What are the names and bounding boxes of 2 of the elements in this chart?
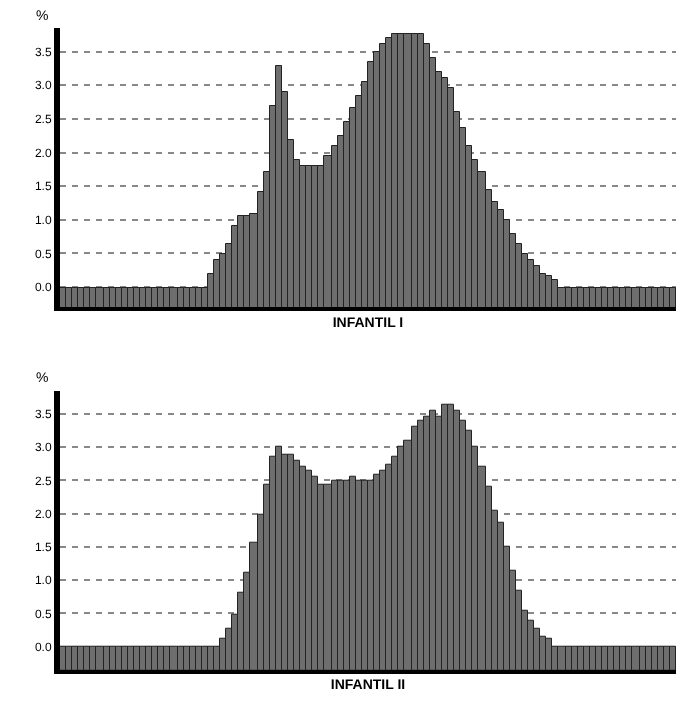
bar <box>669 645 676 670</box>
bar <box>669 287 676 308</box>
